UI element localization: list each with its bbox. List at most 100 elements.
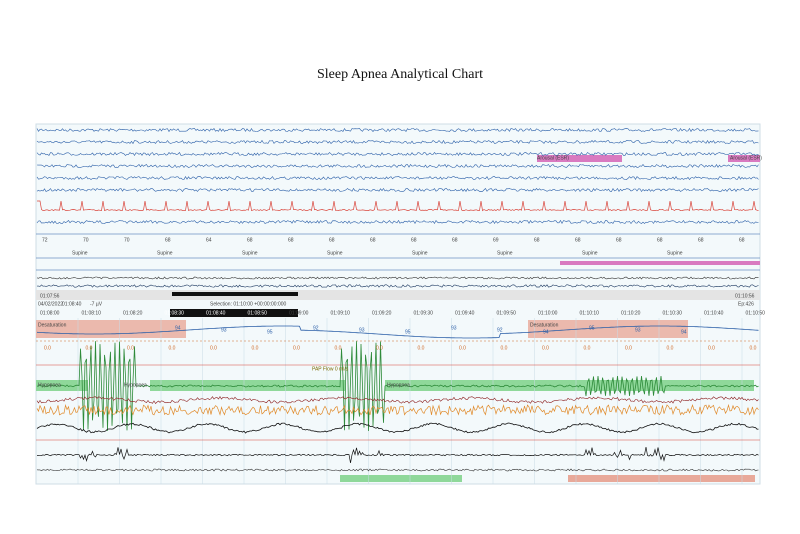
- heart-rate: 68: [165, 237, 171, 243]
- waveform: [37, 200, 759, 212]
- time-label: 01:10:20: [621, 310, 641, 316]
- flow-label: 0.0: [210, 345, 217, 351]
- flow-label: 0.0: [667, 345, 674, 351]
- waveform: [36, 396, 759, 404]
- heart-rate: 68: [534, 237, 540, 243]
- time-label: 01:08:10: [82, 310, 102, 316]
- time-label: 01:08:30: [165, 310, 185, 316]
- heart-rate: 68: [329, 237, 335, 243]
- time-label: 01:08:50: [248, 310, 268, 316]
- status-text: Ep:426: [738, 301, 754, 307]
- flow-label: 0.0: [169, 345, 176, 351]
- flow-label: 0.0: [418, 345, 425, 351]
- status-text: 01:10:56: [735, 293, 755, 299]
- annotation: Desaturation: [38, 322, 67, 328]
- heart-rate: 68: [247, 237, 253, 243]
- position-label: Supine: [497, 250, 513, 256]
- arousal-box: [537, 155, 622, 162]
- position-label: Supine: [582, 250, 598, 256]
- time-label: 01:09:00: [289, 310, 309, 316]
- spo2-label: 93: [359, 327, 365, 333]
- position-label: Supine: [242, 250, 258, 256]
- flow-label: 0.0: [335, 345, 342, 351]
- annotation: Hypopnea: [387, 382, 410, 388]
- position-label: Supine: [667, 250, 683, 256]
- flow-label: 0.0: [750, 345, 757, 351]
- chart-title: Sleep Apnea Analytical Chart: [317, 67, 483, 82]
- status-text: Selection: 01:10:00 +00:00:00:000: [210, 301, 287, 307]
- waveform: [36, 175, 759, 181]
- waveform: [36, 422, 759, 434]
- event-label: Arousal (ESR): [537, 155, 569, 161]
- annotation: Desaturation: [530, 322, 559, 328]
- waveform: [36, 403, 759, 417]
- heart-rate: 68: [616, 237, 622, 243]
- spo2-label: 92: [497, 327, 503, 333]
- waveform: [36, 341, 759, 432]
- spo2-label: 94: [175, 325, 181, 331]
- spo2-label: 95: [589, 325, 595, 331]
- spo2-label: 93: [451, 325, 457, 331]
- waveform: [36, 219, 759, 225]
- annotation: PAP Flow 0 ml/s: [312, 366, 349, 372]
- time-label: 01:09:20: [372, 310, 392, 316]
- spo2-label: 95: [405, 329, 411, 335]
- flow-label: 0.0: [376, 345, 383, 351]
- time-label: 01:10:00: [538, 310, 558, 316]
- flow-label: 0.0: [252, 345, 259, 351]
- toolbar: [36, 290, 760, 300]
- heart-rate: 72: [42, 237, 48, 243]
- spo2-label: 95: [267, 329, 273, 335]
- flow-label: 0.0: [584, 345, 591, 351]
- event-bar: [340, 475, 462, 482]
- arousal-box: [728, 155, 760, 162]
- heart-rate: 68: [370, 237, 376, 243]
- spo2-label: 93: [635, 327, 641, 333]
- waveform: [36, 187, 759, 193]
- position-bar: [560, 261, 760, 265]
- flow-label: 0.0: [86, 345, 93, 351]
- heart-rate: 68: [657, 237, 663, 243]
- time-label: 01:10:50: [746, 310, 766, 316]
- position-label: Supine: [327, 250, 343, 256]
- labels: Arousal (ESR) Arousal (ESR) 01:07:56 01:…: [38, 155, 765, 388]
- spo2-label: 94: [681, 329, 687, 335]
- status-text: 01:07:56: [40, 293, 60, 299]
- annotation: Hypopnea: [38, 382, 61, 388]
- heart-rate: 68: [452, 237, 458, 243]
- flow-label: 0.0: [44, 345, 51, 351]
- desaturation-box: [528, 320, 688, 338]
- time-label: 01:09:50: [497, 310, 517, 316]
- heart-rate: 69: [493, 237, 499, 243]
- waveform: [36, 468, 759, 472]
- waveforms: [36, 127, 760, 484]
- heart-rate: 68: [288, 237, 294, 243]
- waveform: [37, 284, 759, 288]
- status-text: 01:08:40: [62, 301, 82, 307]
- position-label: Supine: [157, 250, 173, 256]
- time-label: 01:08:20: [123, 310, 143, 316]
- hypopnea-bar: [150, 380, 345, 391]
- time-label: 01:10:10: [580, 310, 600, 316]
- time-label: 01:08:40: [206, 310, 226, 316]
- flow-label: 0.0: [501, 345, 508, 351]
- spo2-label: 92: [313, 325, 319, 331]
- time-label: 01:10:40: [704, 310, 724, 316]
- flow-label: 0.0: [708, 345, 715, 351]
- heart-rate: 68: [698, 237, 704, 243]
- heart-rate: 70: [124, 237, 130, 243]
- position-label: Supine: [72, 250, 88, 256]
- waveform: [36, 151, 759, 156]
- event-label: Arousal (ESR): [730, 155, 762, 161]
- flow-label: 0.0: [459, 345, 466, 351]
- spo2-label: 93: [221, 327, 227, 333]
- time-label: 01:09:10: [331, 310, 351, 316]
- flow-label: 0.0: [625, 345, 632, 351]
- scroll-thumb: [172, 292, 298, 296]
- heart-rate: 68: [411, 237, 417, 243]
- selection-box: [170, 309, 298, 317]
- spo2-label: 94: [543, 329, 549, 335]
- status-text: -7 µV: [90, 301, 103, 307]
- waveform: [36, 163, 759, 168]
